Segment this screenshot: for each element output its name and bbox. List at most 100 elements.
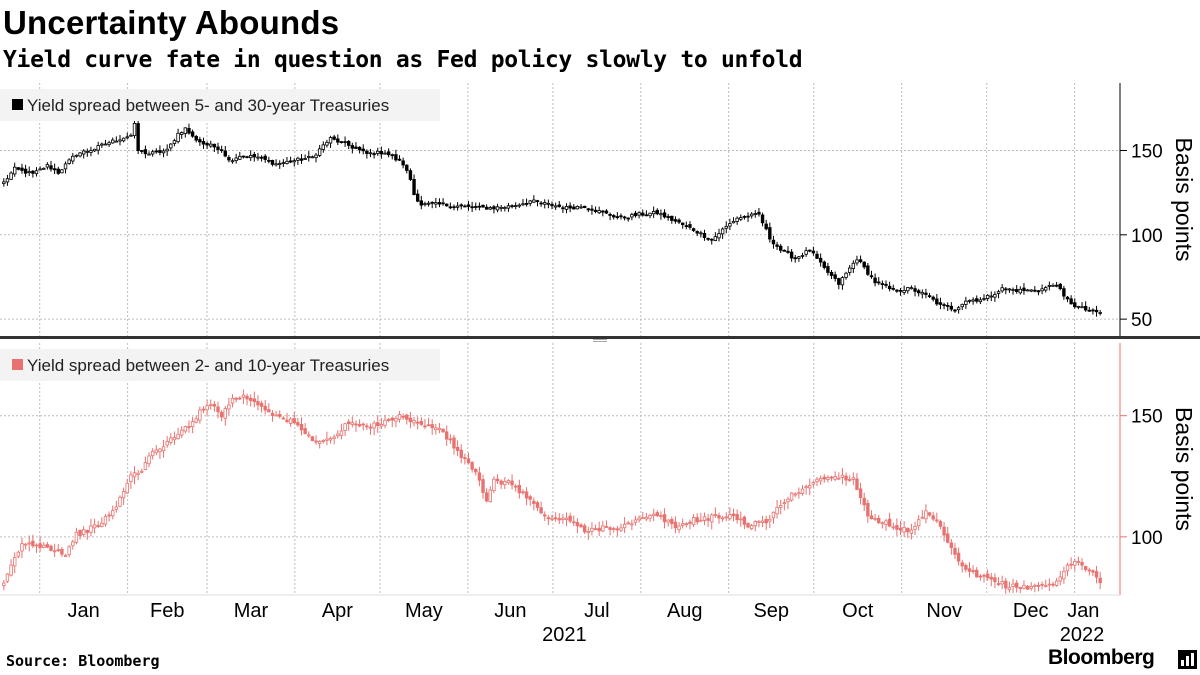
candle <box>474 467 478 476</box>
candle <box>797 487 801 499</box>
candle <box>906 527 910 538</box>
candle <box>575 518 580 534</box>
candle <box>837 472 841 480</box>
candle <box>804 247 808 257</box>
candle-body <box>615 528 620 531</box>
candle-body <box>539 507 543 514</box>
candle-body <box>423 425 427 428</box>
candle <box>1022 283 1026 295</box>
candle-body <box>52 168 57 171</box>
candle-body <box>56 168 60 174</box>
candle <box>564 512 569 527</box>
candle-body <box>1091 309 1095 312</box>
candle <box>245 393 249 406</box>
candle <box>1036 290 1041 296</box>
candle-body <box>510 205 514 208</box>
candle-body <box>448 206 453 209</box>
candle-body <box>154 150 158 153</box>
candle-body <box>227 156 231 161</box>
candle <box>626 217 630 222</box>
candle-body <box>771 239 776 245</box>
candle <box>234 397 238 403</box>
candle <box>445 203 449 207</box>
candle-body <box>1094 571 1099 578</box>
candle <box>1076 305 1081 310</box>
candle-body <box>858 259 863 263</box>
candle <box>749 212 754 219</box>
candle-body <box>161 150 166 154</box>
candle <box>1087 567 1091 576</box>
x-year-label: 2021 <box>542 624 587 645</box>
candle <box>902 521 906 537</box>
candle-body <box>219 411 224 418</box>
candle <box>332 434 336 445</box>
candle <box>535 500 540 512</box>
candle-body <box>147 455 151 465</box>
candle <box>339 423 344 440</box>
candle <box>651 508 656 522</box>
candle <box>913 521 917 535</box>
candle <box>274 159 278 167</box>
candle-body <box>586 530 591 533</box>
candle <box>837 277 841 290</box>
candle <box>779 243 783 254</box>
candle-body <box>829 271 834 276</box>
candle-body <box>996 583 1001 585</box>
candle <box>1051 581 1055 588</box>
candle <box>379 417 384 429</box>
candle <box>198 406 202 424</box>
candle-body <box>644 516 649 520</box>
x-tick-label: Mar <box>234 600 269 622</box>
candle-body <box>528 496 532 500</box>
candle-body <box>535 200 540 203</box>
candle-body <box>38 168 42 171</box>
candle <box>463 453 467 465</box>
candle-body <box>971 299 975 302</box>
candle-body <box>648 212 652 217</box>
x-tick-label: Oct <box>842 600 874 622</box>
candle <box>118 495 122 508</box>
candle <box>56 544 60 552</box>
candle <box>13 552 17 574</box>
candle <box>361 422 365 431</box>
candle-body <box>292 160 296 163</box>
candle-body <box>931 515 935 520</box>
candle-body <box>735 217 739 222</box>
candle <box>205 141 209 150</box>
candle-body <box>445 203 449 207</box>
candle <box>844 271 848 280</box>
candle-body <box>299 158 304 161</box>
candle-body <box>818 257 823 263</box>
candle <box>143 145 148 159</box>
candle <box>1040 581 1044 590</box>
candle <box>568 202 572 213</box>
candle <box>811 480 816 488</box>
candle-body <box>550 517 554 520</box>
candle-body <box>20 543 24 552</box>
candle <box>804 484 808 495</box>
candle <box>1062 566 1066 584</box>
candle <box>397 155 402 162</box>
candle <box>343 136 347 147</box>
candle <box>909 523 914 540</box>
candle <box>1069 295 1073 305</box>
candle-body <box>742 516 747 525</box>
candle <box>317 144 322 158</box>
candle <box>445 425 449 446</box>
candle <box>477 466 482 487</box>
candle-body <box>2 582 6 586</box>
candle-body <box>383 152 387 155</box>
candle <box>45 541 50 549</box>
candle <box>190 416 195 434</box>
candle <box>263 399 267 415</box>
candle-body <box>365 150 369 154</box>
candle <box>1029 582 1033 591</box>
candle <box>165 144 169 156</box>
candle-body <box>728 514 732 519</box>
candle-body <box>579 524 583 528</box>
candle-body <box>695 517 699 523</box>
candle <box>121 137 126 143</box>
candle <box>517 203 522 208</box>
candle-body <box>546 517 551 520</box>
candle-body <box>510 480 514 486</box>
